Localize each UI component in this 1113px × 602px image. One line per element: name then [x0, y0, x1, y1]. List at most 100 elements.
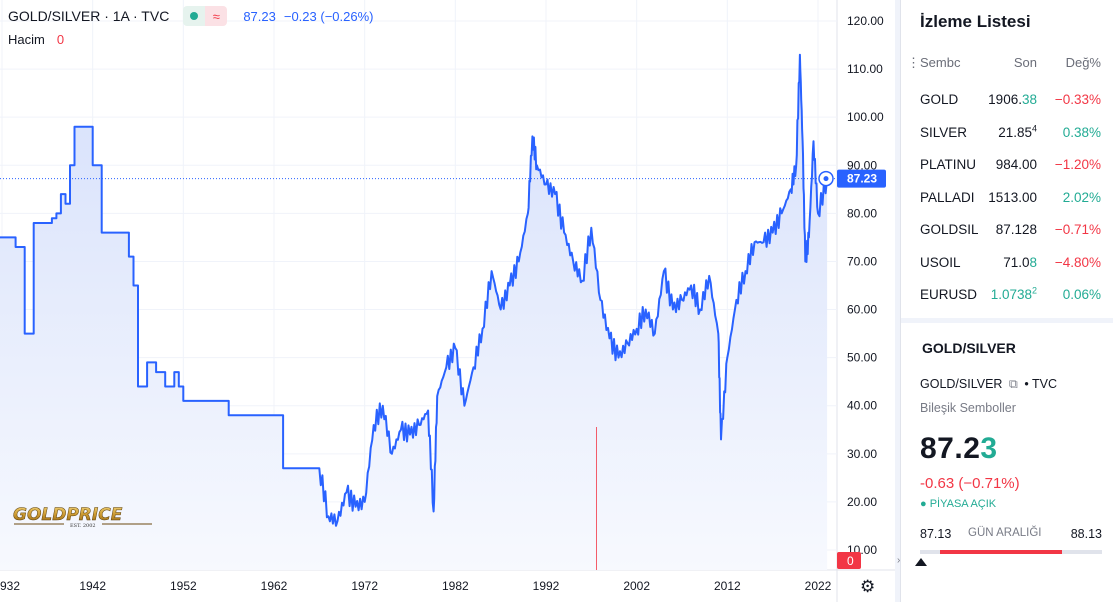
volume-badge [837, 552, 861, 569]
watchlist-row[interactable]: SILVER 21.854 0.38% [901, 117, 1113, 149]
y-tick-label: 50.00 [847, 351, 877, 365]
row-symbol: GOLDSIL [920, 222, 978, 237]
time-axis: 932 1942 1952 1962 1972 1982 1992 2002 2012 2022 [0, 579, 832, 593]
row-last: 21.854 [998, 123, 1037, 140]
watchlist-row[interactable]: USOIL 71.08 −4.80% [901, 247, 1113, 279]
volume-label: Hacim [8, 32, 45, 47]
price-axis: 120.00 110.00 100.00 90.00 80.00 70.00 60.00 50… [847, 14, 884, 557]
row-last: 87.128 [995, 222, 1037, 237]
watchlist-row[interactable]: GOLDSIL 87.128 −0.71% [901, 214, 1113, 246]
market-open-indicator [183, 6, 206, 26]
collapse-chevron-icon[interactable]: › [897, 555, 901, 566]
legend-price: 87.23 [243, 8, 276, 24]
price-chart[interactable]: 120.00 110.00 100.00 90.00 80.00 70.00 60.00 50… [0, 0, 900, 602]
legend-change: −0.23 (−0.26%) [283, 8, 374, 24]
row-change: −4.80% [1054, 254, 1101, 270]
row-change: 0.38% [1062, 124, 1101, 140]
y-tick-label: 90.00 [847, 158, 877, 172]
range-marker-icon [915, 558, 927, 566]
details-change: -0.63 (−0.71%) [920, 475, 1020, 492]
volume-value: 0 [56, 32, 65, 47]
symbol-title[interactable]: GOLD/SILVER · 1A · TVC [8, 8, 170, 24]
x-tick-label: 1942 [79, 579, 106, 593]
chart-legend: GOLD/SILVER · 1A · TVC ≈ 87.23 −0.23 (−0… [8, 6, 373, 26]
row-last: 71.08 [1003, 254, 1037, 270]
row-last: 1513.00 [988, 189, 1037, 205]
row-change: 2.02% [1062, 189, 1101, 205]
green-dot-icon [190, 12, 199, 20]
x-tick-label: 1982 [442, 579, 469, 593]
row-change: −1.20% [1054, 157, 1101, 172]
range-fill [940, 550, 1062, 554]
range-label: GÜN ARALIĞI [968, 527, 1042, 539]
svg-text:EST. 2002: EST. 2002 [70, 523, 96, 529]
approx-icon: ≈ [205, 6, 228, 26]
last-price-label: 87.23 [847, 172, 877, 186]
external-link-icon[interactable]: ⧉ [1008, 377, 1018, 391]
chart-markers: 87.23 0 ⚙ [0, 169, 886, 597]
details-title[interactable]: GOLD/SILVER [922, 340, 1016, 356]
y-tick-label: 70.00 [847, 254, 877, 268]
x-tick-label: 2012 [714, 579, 741, 593]
row-symbol: PLATINU [920, 157, 977, 172]
chart-pane[interactable]: 120.00 110.00 100.00 90.00 80.00 70.00 60.00 50… [0, 0, 900, 602]
y-tick-label: 60.00 [847, 303, 877, 317]
x-tick-label: 1992 [533, 579, 560, 593]
area-series [0, 53, 829, 570]
y-tick-label: 30.00 [847, 447, 877, 461]
y-tick-label: 120.00 [847, 14, 884, 28]
panel-resizer[interactable] [895, 0, 900, 602]
col-change[interactable]: Değ% [1065, 55, 1101, 70]
row-change: −0.33% [1054, 92, 1101, 107]
last-price-dot [823, 176, 829, 182]
col-symbol[interactable]: Sembc [920, 55, 961, 70]
details-symbol[interactable]: GOLD/SILVER [920, 377, 1003, 391]
x-tick-label: 2022 [805, 579, 832, 593]
y-tick-label: 100.00 [847, 110, 884, 124]
row-symbol: USOIL [920, 254, 961, 270]
price-line [0, 53, 829, 527]
row-symbol: SILVER [920, 124, 968, 140]
row-symbol: PALLADI [920, 189, 975, 205]
watchlist-header: ⋮ Sembc Son Değ% [901, 55, 1113, 73]
watchlist-row[interactable]: PLATINU 984.00 −1.20% [901, 149, 1113, 181]
volume-badge-label: 0 [847, 554, 854, 568]
watchlist-row[interactable]: PALLADI 1513.00 2.02% [901, 182, 1113, 214]
watchlist-row[interactable]: EURUSD 1.07382 0.06% [901, 279, 1113, 311]
details-type: Bileşik Semboller [920, 401, 1016, 415]
range-low: 87.13 [920, 527, 952, 541]
row-last: 984.00 [995, 157, 1037, 172]
col-last[interactable]: Son [1013, 55, 1037, 70]
goldprice-logo: GOLDPRICE EST. 2002 [13, 505, 152, 529]
x-tick-label: 1972 [351, 579, 378, 593]
section-divider [901, 318, 1113, 323]
details-symbol-line: GOLD/SILVER ⧉ • TVC [920, 377, 1057, 392]
drag-handle-icon[interactable]: ⋮ [907, 55, 920, 70]
details-price: 87.23 [920, 432, 998, 466]
volume-bars [596, 427, 597, 570]
range-bar [920, 550, 1102, 554]
range-high: 88.13 [1070, 527, 1102, 541]
x-tick-label: 2002 [623, 579, 650, 593]
market-status: ● PİYASA AÇIK [920, 498, 997, 510]
price-last-digit: 3 [980, 432, 998, 465]
y-tick-label: 20.00 [847, 495, 877, 509]
settings-gear-icon[interactable]: ⚙ [860, 577, 875, 597]
row-change: −0.71% [1054, 222, 1101, 237]
row-last: 1.07382 [990, 285, 1037, 302]
status-pill[interactable]: ≈ [183, 6, 228, 26]
watchlist-row[interactable]: GOLD 1906.38 −0.33% [901, 84, 1113, 116]
area-fill [0, 54, 828, 570]
x-tick-label: 1962 [261, 579, 288, 593]
volume-legend[interactable]: Hacim 0 [8, 32, 64, 47]
row-change: 0.06% [1062, 287, 1101, 302]
y-tick-label: 80.00 [847, 206, 877, 220]
watchlist-title[interactable]: İzleme Listesi [920, 12, 1031, 31]
y-tick-label: 110.00 [847, 62, 883, 76]
volume-bar [596, 427, 597, 570]
x-tick-label: 932 [0, 579, 20, 593]
right-sidebar: İzleme Listesi ⋮ Sembc Son Değ% GOLD 1906… [900, 0, 1113, 602]
row-symbol: GOLD [920, 92, 959, 107]
last-price-badge [837, 169, 886, 188]
row-symbol: EURUSD [920, 287, 978, 302]
